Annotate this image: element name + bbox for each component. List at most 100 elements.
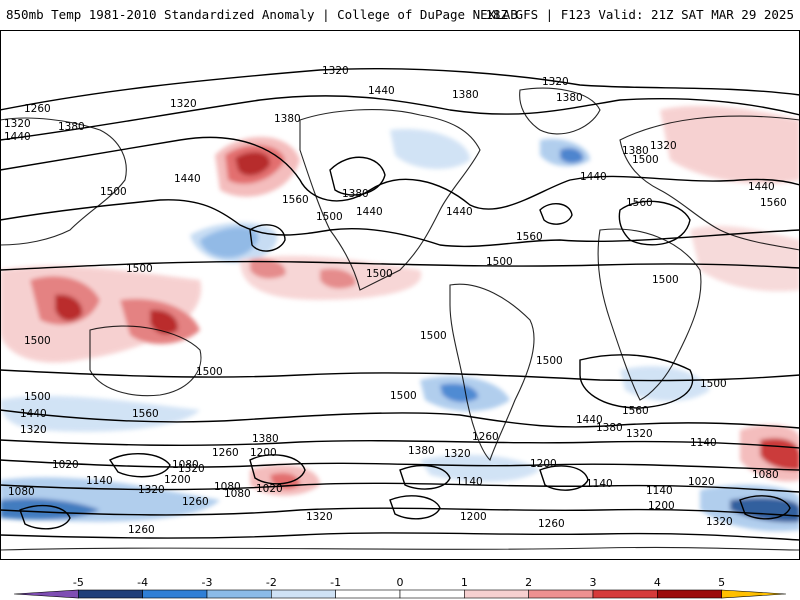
contour-label: 1500 [316, 211, 343, 223]
contour-label: 1080 [214, 481, 241, 493]
colorbar-tick-label: -1 [330, 576, 341, 589]
contour-label: 1500 [24, 335, 51, 347]
colorbar-swatch-neg5 [13, 589, 79, 599]
contour-label: 1440 [368, 85, 395, 97]
contour-label: 1560 [282, 194, 309, 206]
contour-label: 1380 [452, 89, 479, 101]
colorbar-swatch-neg4 [78, 589, 143, 599]
contour-label: 1320 [626, 428, 653, 440]
contour-label: 1260 [538, 518, 565, 530]
contour-label: 1200 [164, 474, 191, 486]
height-contours [0, 67, 800, 541]
colorbar-swatch-zero [399, 589, 465, 599]
contour-label: 1080 [752, 469, 779, 481]
colorbar-swatch-pos1 [464, 589, 529, 599]
contour-label: 1500 [652, 274, 679, 286]
contour-label: 1560 [760, 197, 787, 209]
contour-label: 1080 [8, 486, 35, 498]
contour-label: 1500 [486, 256, 513, 268]
contour-label: 1380 [58, 121, 85, 133]
contour-label: 1560 [132, 408, 159, 420]
contour-label: 1500 [196, 366, 223, 378]
colorbar-tick-label: 5 [718, 576, 725, 589]
contour-label: 1380 [274, 113, 301, 125]
contour-label: 1320 [706, 516, 733, 528]
contour-label: 1380 [622, 145, 649, 157]
contour-label: 1140 [456, 476, 483, 488]
contour-label: 1260 [182, 496, 209, 508]
contour-label: 1500 [24, 391, 51, 403]
map-title: 850mb Temp 1981-2010 Standardized Anomal… [6, 7, 518, 22]
contour-label: 1140 [646, 485, 673, 497]
contour-label: 1020 [688, 476, 715, 488]
contour-label: 1020 [52, 459, 79, 471]
colorbar-swatch-neg3 [142, 589, 208, 599]
contour-label: 1020 [256, 483, 283, 495]
contour-label: 1200 [250, 447, 277, 459]
colorbar-swatch-pos5 [721, 589, 787, 599]
contour-label: 1500 [126, 263, 153, 275]
anomaly-map: 1320 1320 1260 1320 1380 1440 1320 1380 … [0, 30, 800, 560]
contour-label: 1500 [366, 268, 393, 280]
contour-label: 1440 [174, 173, 201, 185]
colorbar-swatch-pos4 [657, 589, 722, 599]
colorbar-tick-label: 0 [397, 576, 404, 589]
contour-label: 1320 [4, 118, 31, 130]
contour-label: 1440 [446, 206, 473, 218]
contour-label: 1440 [576, 414, 603, 426]
continent-outlines [0, 87, 800, 551]
contour-label: 1200 [648, 500, 675, 512]
colorbar-tick-label: -2 [266, 576, 277, 589]
colorbar-swatch-neg1 [271, 589, 336, 599]
colorbar: -5 -4 -3 -2 -1 0 1 2 3 4 5 [13, 576, 787, 599]
colorbar-swatch-neg2 [206, 589, 272, 599]
contour-label: 1320 [650, 140, 677, 152]
colorbar-tick-label: 4 [654, 576, 661, 589]
colorbar-swatches [13, 589, 787, 599]
contour-label: 1500 [632, 154, 659, 166]
contour-label: 1440 [356, 206, 383, 218]
contour-label: 1200 [460, 511, 487, 523]
contour-label: 1140 [690, 437, 717, 449]
contour-label: 1440 [748, 181, 775, 193]
contour-label: 1380 [556, 92, 583, 104]
colorbar-swatch-pos2 [528, 589, 594, 599]
contour-label: 1140 [86, 475, 113, 487]
contour-label: 1560 [622, 405, 649, 417]
contour-label: 1380 [408, 445, 435, 457]
colorbar-tick-label: 2 [525, 576, 532, 589]
model-run-info: 18Z GFS | F123 Valid: 21Z SAT MAR 29 202… [485, 7, 794, 22]
colorbar-ticks: -5 -4 -3 -2 -1 0 1 2 3 4 5 [73, 576, 725, 589]
contour-label: 1260 [24, 103, 51, 115]
contour-label: 1500 [536, 355, 563, 367]
contour-label: 1500 [420, 330, 447, 342]
contour-label: 1440 [4, 131, 31, 143]
contour-label: 1320 [20, 424, 47, 436]
colorbar-swatch-zero [335, 589, 401, 599]
colorbar-tick-label: -3 [202, 576, 213, 589]
contour-label: 1380 [342, 188, 369, 200]
contour-label: 1440 [20, 408, 47, 420]
contour-label: 1560 [516, 231, 543, 243]
contour-label: 1140 [586, 478, 613, 490]
contour-label: 1260 [212, 447, 239, 459]
contour-label: 1260 [472, 431, 499, 443]
contour-label: 1500 [100, 186, 127, 198]
contour-label-group: 1320 1320 1260 1320 1380 1440 1320 1380 … [4, 65, 787, 536]
contour-label: 1320 [444, 448, 471, 460]
colorbar-tick-label: -5 [73, 576, 84, 589]
anomaly-shading [0, 105, 800, 532]
contour-label: 1380 [252, 433, 279, 445]
contour-label: 1320 [542, 76, 569, 88]
contour-label: 1260 [128, 524, 155, 536]
colorbar-tick-label: 1 [461, 576, 468, 589]
contour-label: 1080 [224, 488, 251, 500]
contour-label: 1320 [322, 65, 349, 77]
contour-label: 1440 [580, 171, 607, 183]
contour-label: 1320 [306, 511, 333, 523]
colorbar-tick-label: -4 [137, 576, 148, 589]
header: 850mb Temp 1981-2010 Standardized Anomal… [0, 0, 800, 30]
contour-label: 1560 [626, 197, 653, 209]
contour-label: 1080 [172, 459, 199, 471]
contour-label: 1320 [170, 98, 197, 110]
